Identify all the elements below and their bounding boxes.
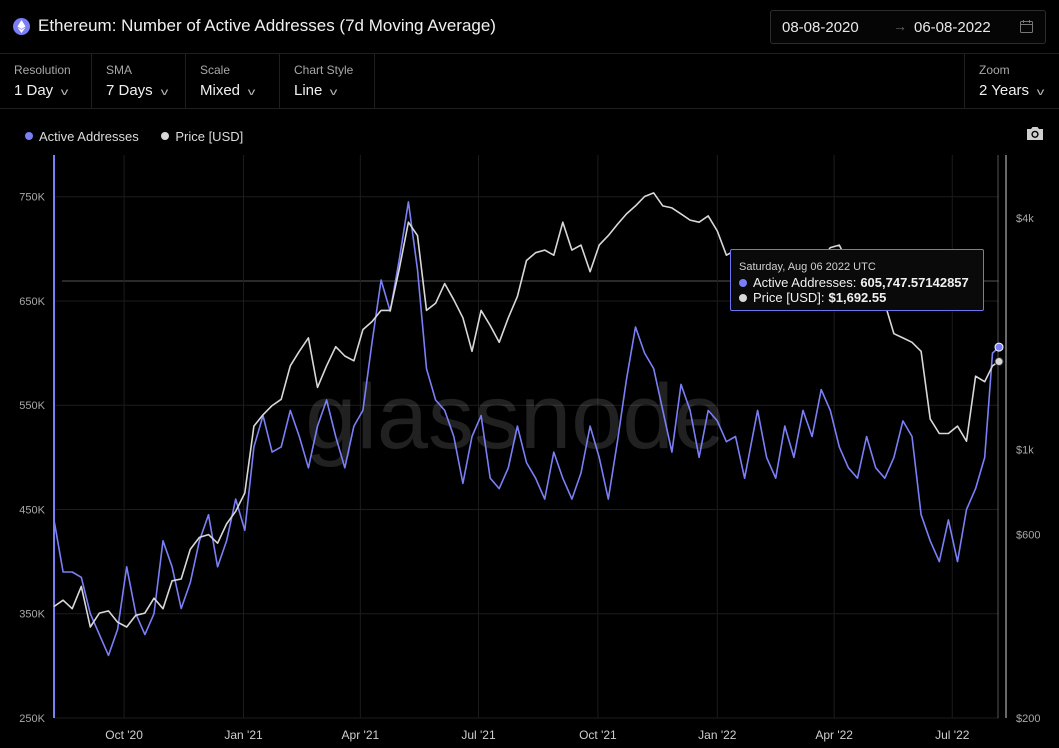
legend-dot: [25, 132, 33, 140]
chart-controls: Resolution 1 Day v SMA 7 Days v Scale Mixe…: [0, 54, 1059, 109]
ethereum-icon: [13, 18, 30, 35]
tooltip-label: Price [USD]:: [753, 290, 825, 305]
sma-value: 7 Days: [106, 82, 153, 99]
calendar-icon[interactable]: [1020, 20, 1033, 33]
resolution-label: Resolution: [14, 63, 71, 77]
legend-item-price[interactable]: Price [USD]: [161, 129, 243, 144]
x-tick-label: Jan '22: [698, 728, 737, 742]
y-right-tick-label: $600: [1016, 530, 1040, 542]
y-right-tick-label: $4k: [1016, 213, 1034, 225]
y-left-tick-label: 750K: [19, 192, 45, 204]
chart-legend: Active Addresses Price [USD]: [25, 128, 262, 144]
x-tick-label: Oct '20: [105, 728, 143, 742]
x-tick-label: Apr '22: [815, 728, 853, 742]
x-tick-label: Jul '22: [935, 728, 970, 742]
tooltip-dot: [739, 293, 747, 302]
sma-select[interactable]: SMA 7 Days v: [92, 54, 186, 108]
y-left-tick-label: 650K: [19, 296, 45, 308]
tooltip-label: Active Addresses:: [753, 275, 857, 290]
legend-dot: [161, 132, 170, 140]
legend-item-active[interactable]: Active Addresses: [25, 129, 139, 144]
resolution-select[interactable]: Resolution 1 Day v: [0, 54, 92, 108]
watermark: glassnode: [305, 366, 724, 468]
x-tick-label: Jul '21: [461, 728, 496, 742]
sma-label: SMA: [106, 63, 133, 77]
tooltip-value: $1,692.55: [828, 290, 887, 305]
legend-label: Active Addresses: [39, 128, 139, 144]
chart-style-value: Line: [294, 82, 323, 99]
chevron-down-icon: v: [247, 87, 256, 98]
y-left-tick-label: 450K: [19, 504, 45, 516]
zoom-value: 2 Years: [979, 82, 1030, 99]
chevron-down-icon: v: [160, 87, 168, 98]
legend-label: Price [USD]: [175, 128, 244, 144]
y-left-tick-label: 550K: [19, 400, 45, 412]
tooltip-dot: [739, 278, 747, 287]
date-from[interactable]: 08-08-2020: [782, 19, 859, 36]
header-bar: Ethereum: Number of Active Addresses (7d…: [0, 0, 1059, 54]
x-tick-label: Apr '21: [342, 728, 380, 742]
chart-style-select[interactable]: Chart Style Line v: [280, 54, 375, 108]
y-right-tick-label: $200: [1016, 713, 1040, 725]
date-to[interactable]: 06-08-2022: [914, 19, 991, 36]
zoom-label: Zoom: [979, 63, 1010, 77]
page-title: Ethereum: Number of Active Addresses (7d…: [38, 16, 496, 35]
tooltip-value: 605,747.57142857: [860, 275, 969, 290]
price-hover-marker: [994, 357, 1004, 367]
scale-value: Mixed: [200, 82, 241, 99]
y-left-tick-label: 350K: [19, 609, 45, 621]
series-active-addresses-line: [53, 201, 1000, 657]
tooltip-row-active: Active Addresses: 605,747.57142857: [739, 275, 969, 290]
x-tick-label: Oct '21: [579, 728, 617, 742]
scale-select[interactable]: Scale Mixed v: [186, 54, 280, 108]
camera-icon[interactable]: [1026, 125, 1044, 141]
scale-label: Scale: [200, 63, 231, 77]
tooltip-row-price: Price [USD]: $1,692.55: [739, 290, 886, 305]
date-range-picker[interactable]: 08-08-2020 → 06-08-2022: [770, 10, 1046, 44]
active-hover-marker: [994, 342, 1004, 352]
chart-tooltip: Saturday, Aug 06 2022 UTC Active Address…: [730, 249, 984, 311]
chart-style-label: Chart Style: [294, 63, 354, 77]
x-tick-label: Jan '21: [224, 728, 263, 742]
y-right-tick-label: $1k: [1016, 444, 1034, 456]
tooltip-date: Saturday, Aug 06 2022 UTC: [739, 261, 876, 273]
resolution-value: 1 Day: [14, 82, 54, 99]
chevron-down-icon: v: [60, 87, 69, 98]
chevron-down-icon: v: [330, 87, 338, 98]
zoom-select[interactable]: Zoom 2 Years v: [964, 54, 1059, 108]
arrow-right-icon: →: [893, 18, 907, 34]
y-left-tick-label: 250K: [19, 713, 45, 725]
chevron-down-icon: v: [1036, 87, 1045, 98]
